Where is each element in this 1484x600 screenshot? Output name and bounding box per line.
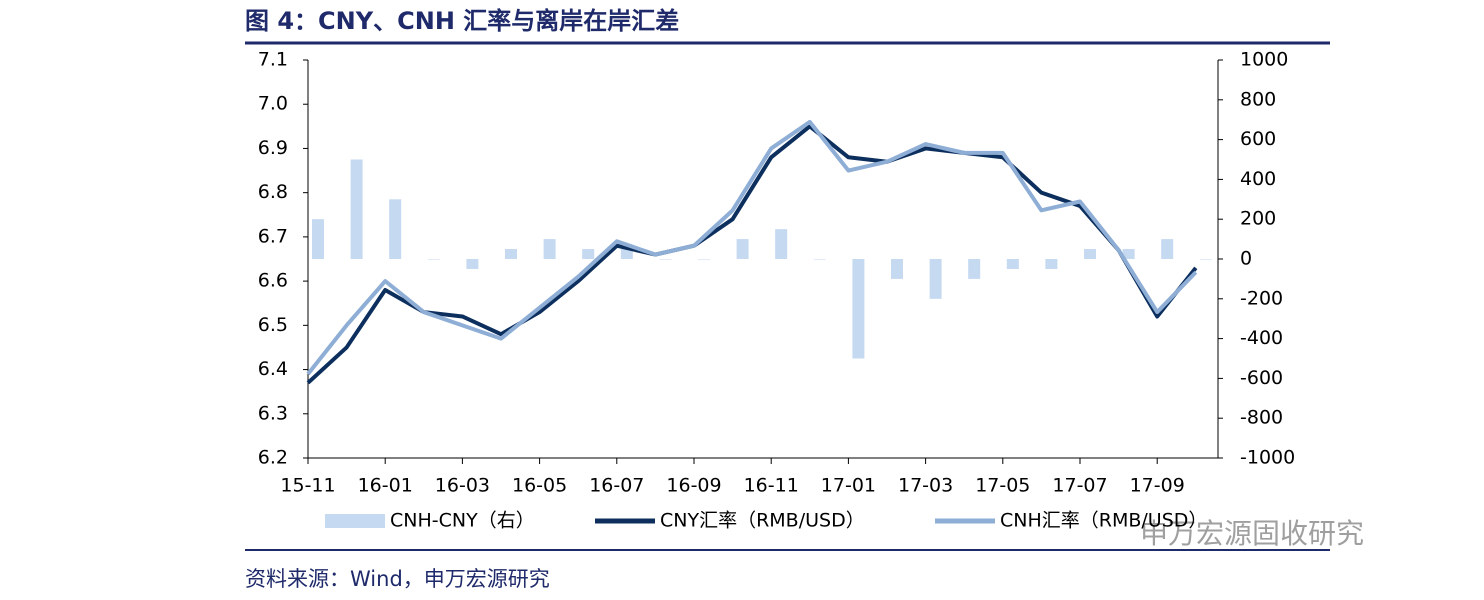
x-tick-label: 16-11 <box>744 475 799 497</box>
y-tick-label: 7.1 <box>258 49 288 71</box>
bar <box>505 249 517 259</box>
x-tick-label: 17-01 <box>821 475 876 497</box>
y-tick-label: 6.2 <box>258 447 288 469</box>
bar <box>1006 259 1019 269</box>
bar <box>698 259 710 260</box>
x-tick-label: 17-03 <box>898 475 953 497</box>
watermark: 申万宏源固收研究 <box>1140 517 1364 550</box>
bar <box>929 259 942 299</box>
y2-tick-label: -400 <box>1240 327 1283 349</box>
bar <box>350 159 363 259</box>
x-tick-label: 16-05 <box>512 475 567 497</box>
x-tick-label: 17-09 <box>1130 475 1185 497</box>
y2-tick-label: -1000 <box>1240 447 1295 469</box>
line <box>306 124 1198 385</box>
x-tick-label: 16-03 <box>435 475 490 497</box>
y-tick-label: 6.4 <box>258 358 288 380</box>
bar <box>736 239 749 259</box>
bar <box>620 249 633 259</box>
y-tick-label: 6.7 <box>258 225 288 247</box>
y2-tick-label: -600 <box>1240 367 1283 389</box>
y-tick-label: 6.5 <box>258 314 288 336</box>
bar <box>1161 239 1174 259</box>
y2-tick-label: 600 <box>1240 128 1276 150</box>
y2-tick-label: 0 <box>1240 248 1252 270</box>
legend-swatch <box>325 514 385 528</box>
bar <box>968 259 981 279</box>
legend-label: CNH-CNY（右） <box>390 510 535 532</box>
bar <box>813 259 826 260</box>
y2-tick-label: -800 <box>1240 407 1283 429</box>
y-tick-label: 6.3 <box>258 402 288 424</box>
legend-label: CNH汇率（RMB/USD） <box>1000 510 1207 532</box>
x-tick-label: 17-05 <box>975 475 1030 497</box>
y2-tick-label: 800 <box>1240 88 1276 110</box>
y2-tick-label: 1000 <box>1240 49 1288 71</box>
line <box>306 119 1198 376</box>
x-tick-label: 15-11 <box>280 475 335 497</box>
bar <box>543 239 556 259</box>
bar <box>852 259 865 359</box>
source: 资料来源：Wind，申万宏源研究 <box>245 567 550 591</box>
bar <box>1084 249 1096 259</box>
bar <box>582 249 595 259</box>
legend-label: CNY汇率（RMB/USD） <box>660 510 865 532</box>
bar <box>466 259 479 269</box>
bar <box>1045 259 1058 269</box>
x-tick-label: 16-09 <box>666 475 721 497</box>
bar <box>427 259 440 260</box>
y2-tick-label: -200 <box>1240 287 1283 309</box>
x-tick-label: 16-01 <box>358 475 413 497</box>
bar <box>312 219 324 259</box>
y-tick-label: 6.8 <box>258 181 288 203</box>
y-tick-label: 6.6 <box>258 270 288 292</box>
bar <box>1122 249 1135 259</box>
bar <box>659 259 672 260</box>
y2-tick-label: 400 <box>1240 168 1276 190</box>
bar <box>775 229 788 259</box>
x-tick-label: 17-07 <box>1052 475 1107 497</box>
y-tick-label: 6.9 <box>258 137 288 159</box>
y-tick-label: 7.0 <box>258 93 288 115</box>
x-tick-label: 16-07 <box>589 475 644 497</box>
chart-title: 图 4：CNY、CNH 汇率与离岸在岸汇差 <box>245 7 679 35</box>
bar <box>891 259 903 279</box>
y2-tick-label: 200 <box>1240 208 1276 230</box>
bar <box>389 199 402 259</box>
bar <box>1199 259 1212 260</box>
